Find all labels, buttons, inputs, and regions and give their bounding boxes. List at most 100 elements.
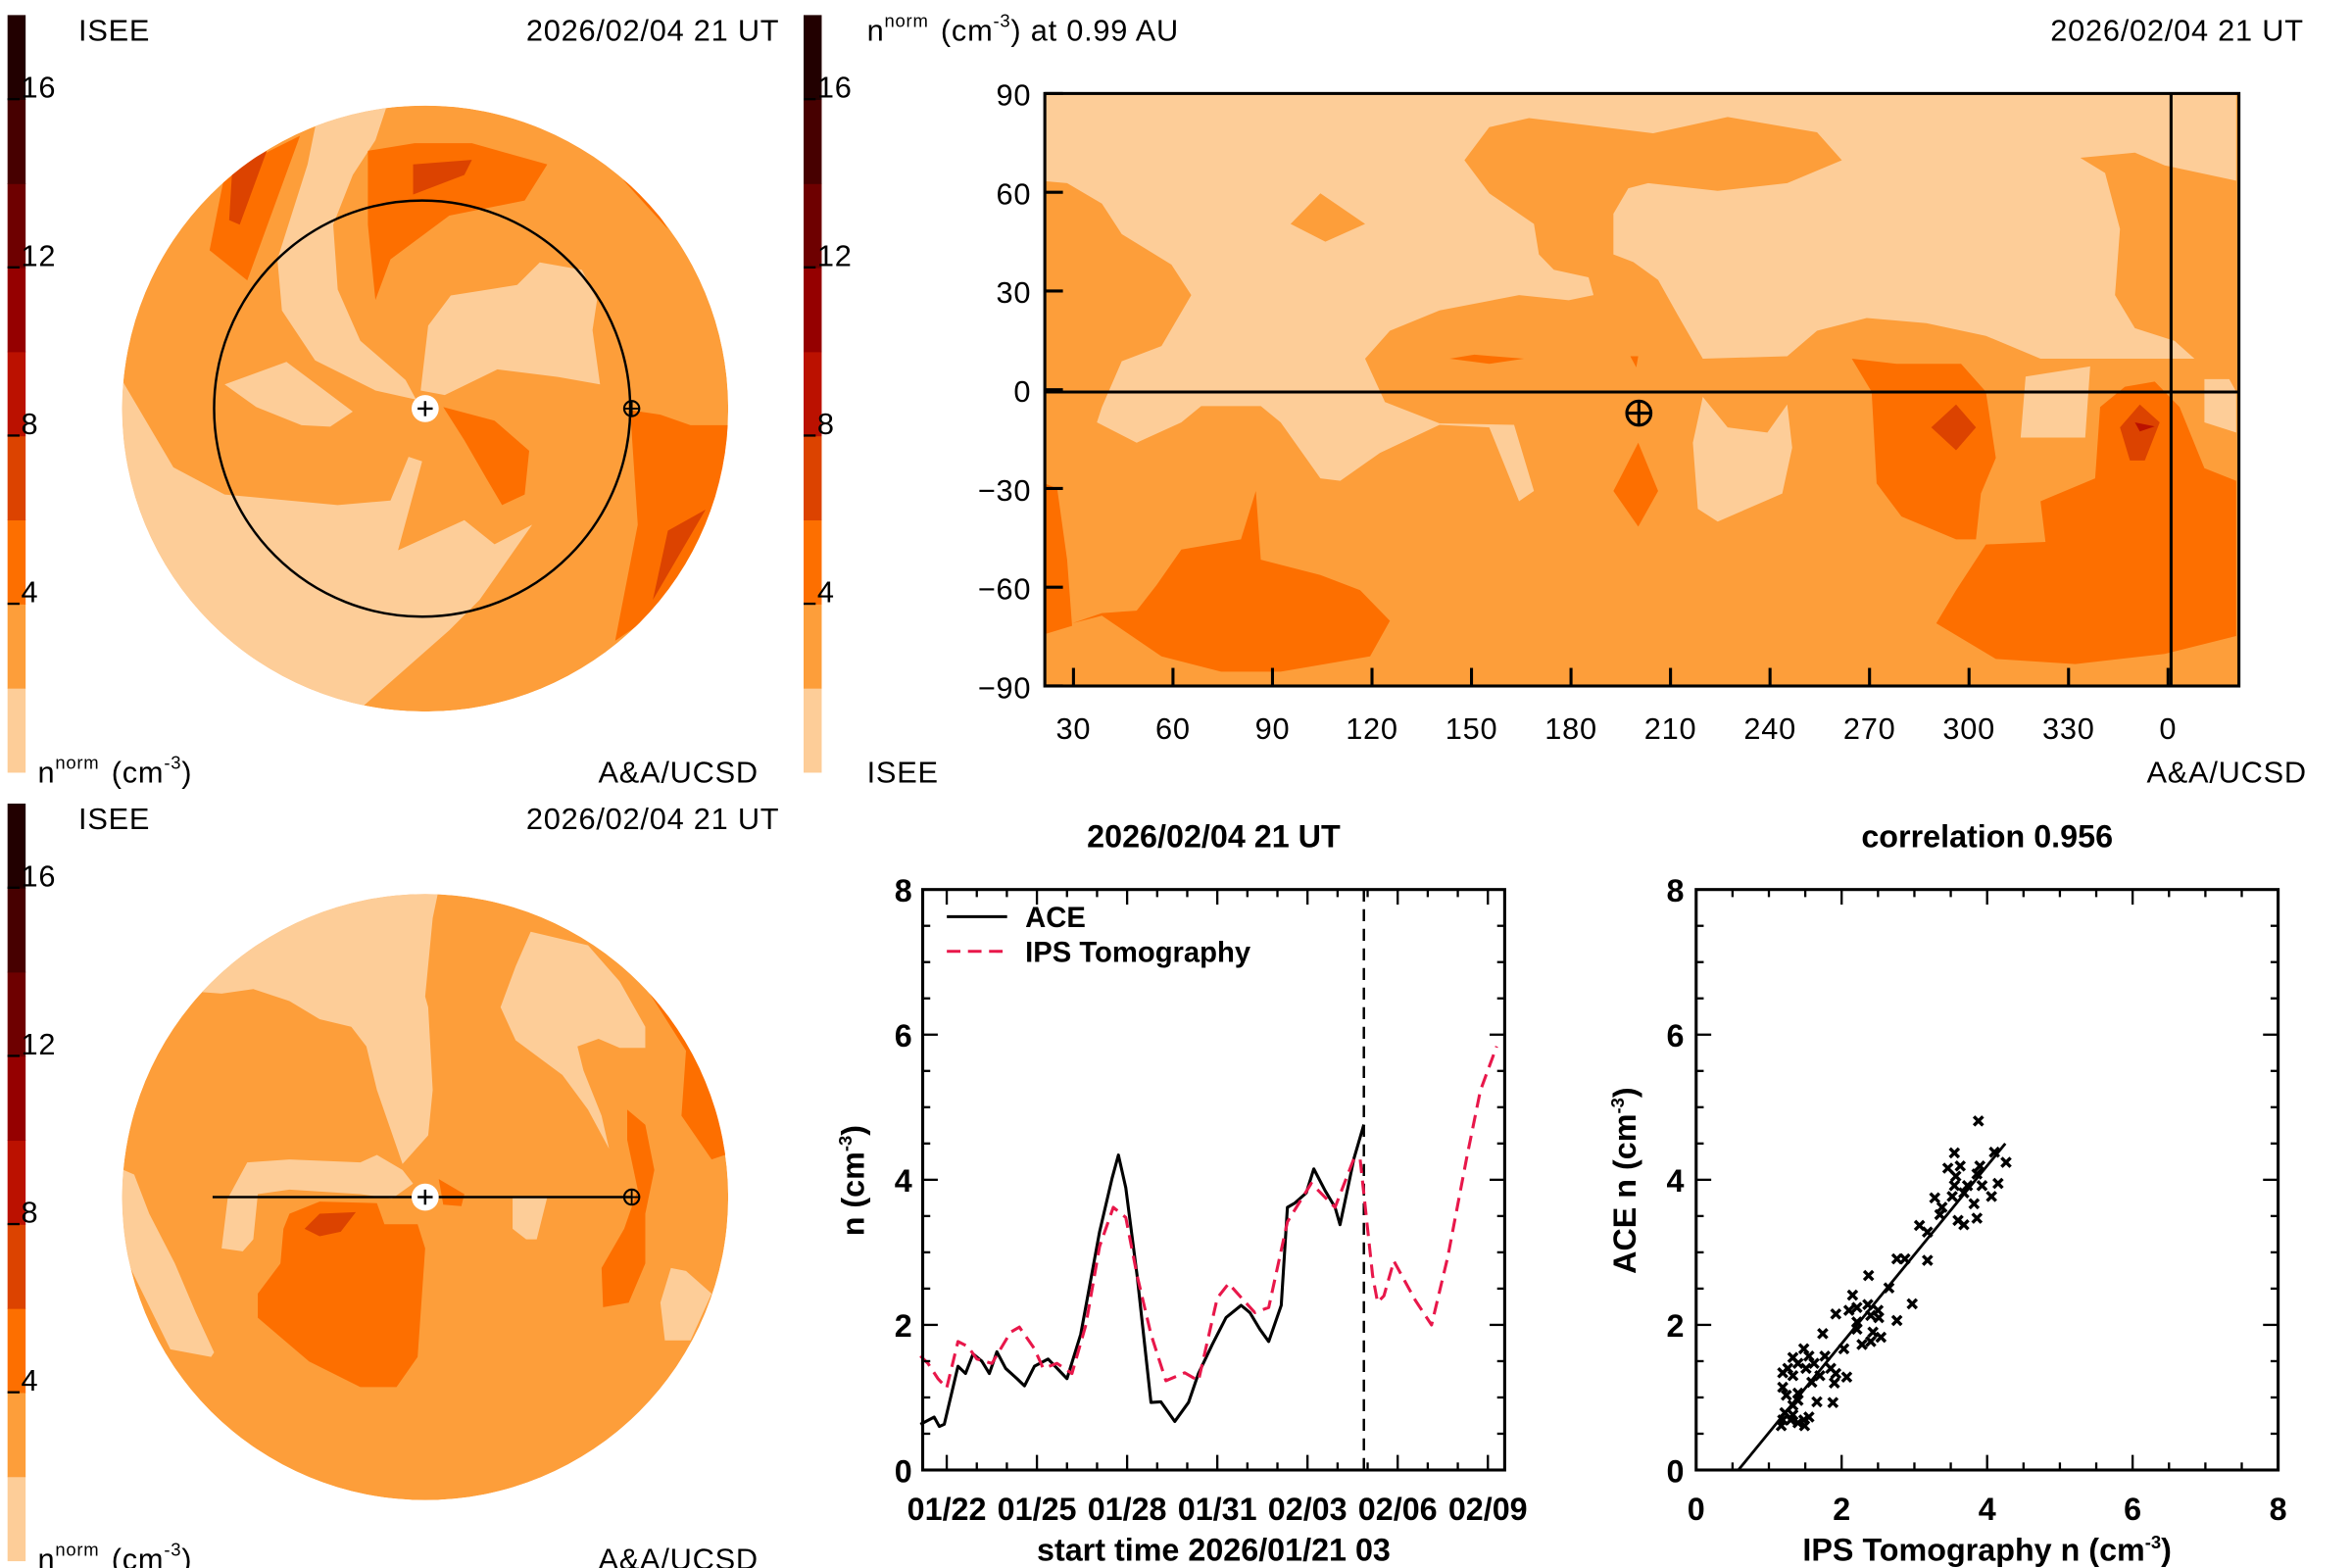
colorbar-band	[7, 604, 26, 689]
legend-ips-label: IPS Tomography	[1025, 938, 1251, 969]
credit-label: A&A/UCSD	[2146, 755, 2306, 789]
scatter-point	[1941, 1162, 1954, 1174]
colorbar-tick-label: 4	[22, 1363, 39, 1397]
colorbar-band	[7, 1392, 26, 1478]
colorbar-top-left: 4 8 12 16	[7, 15, 56, 773]
sun-icon	[412, 395, 439, 422]
colorbar-band	[804, 267, 822, 353]
longitude-tick-label: 330	[2042, 711, 2095, 746]
colorbar-band	[7, 971, 26, 1057]
scatter-point	[1791, 1395, 1804, 1406]
colorbar-band	[7, 887, 26, 973]
scatter-point	[1972, 1115, 1984, 1127]
colorbar-tick-label: 4	[817, 575, 835, 610]
colorbar-band	[7, 15, 26, 100]
org-label: ISEE	[78, 14, 150, 48]
latitude-tick-label: −30	[978, 473, 1031, 508]
colorbar-tick-label: 16	[22, 858, 57, 893]
scatter-point	[1791, 1357, 1804, 1369]
unit-label: nnorm (cm-3)	[37, 1540, 192, 1568]
scatter-point	[1906, 1298, 1919, 1310]
scatter-point	[1890, 1314, 1903, 1327]
scatter-point	[1862, 1298, 1874, 1311]
scatter-point	[1817, 1327, 1829, 1340]
scatter-point	[1968, 1198, 1981, 1210]
x-tick-label: 02/09	[1448, 1492, 1528, 1527]
density-contours	[1045, 93, 2239, 686]
longitude-tick-label: 180	[1544, 711, 1597, 746]
y-tick-label: 2	[895, 1308, 912, 1344]
scatter-point	[1992, 1177, 2004, 1190]
scatter-point	[1827, 1396, 1839, 1408]
plot-frame	[921, 888, 1506, 1472]
legend: ACE IPS Tomography	[947, 903, 1251, 969]
y-tick-label: 0	[1666, 1453, 1684, 1489]
scatter-point	[1862, 1269, 1875, 1282]
x-tick-label: 02/03	[1268, 1492, 1348, 1527]
longitude-tick-label: 150	[1446, 711, 1498, 746]
scatter-point	[1851, 1301, 1863, 1313]
latitude-tick-label: −60	[978, 572, 1031, 607]
longitude-axis: 30 60 90 120 150 180 210 240 270 300 330 0	[1056, 667, 2177, 746]
colorbar-tick-label: 12	[22, 1027, 57, 1061]
datetime-label: 2026/02/04 21 UT	[526, 802, 780, 836]
scatter-point	[1800, 1362, 1812, 1375]
x-axis-label: start time 2026/01/21 03	[1037, 1532, 1391, 1567]
scatter-point	[1856, 1339, 1868, 1350]
plot-frame	[1694, 888, 2280, 1472]
x-tick-label: 01/25	[998, 1492, 1077, 1527]
datetime-label: 2026/02/04 21 UT	[526, 14, 780, 48]
scatter-point	[1808, 1357, 1820, 1369]
scatter-point	[1899, 1252, 1911, 1265]
colorbar-band	[804, 435, 822, 521]
chart-title: correlation 0.956	[1861, 819, 2113, 855]
x-tick-label: 8	[2270, 1492, 2287, 1527]
x-tick-label: 02/06	[1358, 1492, 1438, 1527]
longitude-tick-label: 0	[2159, 711, 2177, 746]
scatter-point	[1840, 1371, 1853, 1384]
x-tick-label: 01/22	[907, 1492, 987, 1527]
scatter-point	[1948, 1147, 1961, 1159]
unit-label: nnorm (cm-3)	[37, 753, 192, 790]
y-tick-label: 4	[1666, 1163, 1684, 1199]
longitude-tick-label: 120	[1346, 711, 1398, 746]
colorbar-tick-label: 8	[817, 407, 835, 441]
colorbar-band	[804, 687, 822, 773]
scatter-point	[1976, 1179, 1988, 1192]
earth-icon	[622, 1188, 641, 1206]
colorbar-band	[7, 519, 26, 605]
scatter-point	[1838, 1343, 1850, 1355]
credit-label: A&A/UCSD	[598, 1543, 758, 1568]
colorbar-band	[7, 1476, 26, 1562]
colorbar-tick-label: 16	[817, 71, 853, 105]
ips-tomography-series-line	[919, 1046, 1498, 1390]
colorbar-band	[7, 1307, 26, 1394]
scatter-point	[1961, 1179, 1974, 1192]
colorbar-tick-label: 12	[817, 238, 853, 272]
scatter-point	[1929, 1192, 1941, 1204]
scatter-point	[1974, 1159, 1986, 1172]
scatter-point	[1971, 1168, 1984, 1180]
chart-title: 2026/02/04 21 UT	[1087, 819, 1341, 855]
colorbar-top-right: 4 8 12 16	[804, 15, 853, 773]
scatter-point	[1948, 1179, 1961, 1192]
latitude-tick-label: 0	[1013, 374, 1031, 409]
longitude-tick-label: 300	[1942, 711, 1995, 746]
latitude-tick-label: 30	[997, 275, 1032, 310]
longitude-tick-label: 240	[1743, 711, 1796, 746]
y-tick-label: 6	[1666, 1018, 1684, 1054]
scatter-point	[1819, 1349, 1831, 1362]
scatter-point	[1865, 1336, 1877, 1348]
colorbar-band	[7, 1140, 26, 1225]
scatter-point	[1851, 1323, 1863, 1336]
credit-label: A&A/UCSD	[598, 755, 758, 789]
scatter-point	[1829, 1377, 1840, 1389]
colorbar-band	[804, 351, 822, 437]
scatter-point	[1842, 1304, 1855, 1316]
latitude-longitude-density-map: nnorm (cm-3) at 0.99 AU 2026/02/04 21 UT	[867, 11, 2306, 790]
colorbar-band	[7, 804, 26, 889]
x-tick-label: 01/31	[1178, 1492, 1257, 1527]
colorbar-band	[804, 183, 822, 269]
x-axis-label: IPS Tomography n (cm-3)	[1802, 1532, 2172, 1567]
longitude-tick-label: 60	[1155, 711, 1191, 746]
